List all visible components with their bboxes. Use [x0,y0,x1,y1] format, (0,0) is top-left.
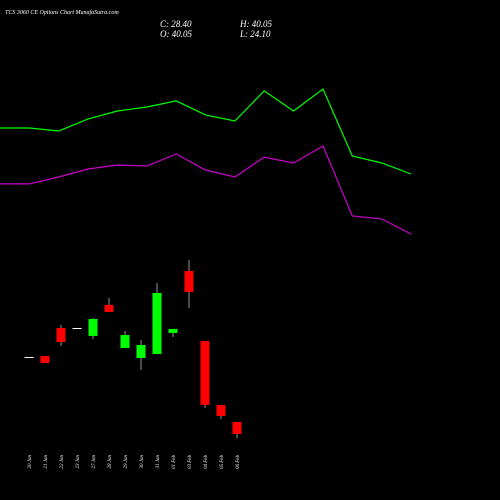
candle-body [56,328,66,343]
x-tick-label: 27 Jan [92,455,97,469]
candle-body [168,328,178,333]
x-tick-label: 21 Jan [44,455,49,469]
candle-body [136,345,146,358]
x-tick-label: 29 Jan [124,455,129,469]
x-tick-label: 01 Feb [172,455,177,470]
chart-title: TCS 3060 CE Options Chart MunafaSutra.co… [5,9,119,16]
x-tick-label: 06 Feb [236,455,241,470]
x-tick-label: 31 Jan [156,455,161,469]
candle-body [72,328,82,330]
x-tick-label: 03 Feb [188,455,193,470]
candle-body [232,421,242,434]
high-label: H: 40.05 [239,19,272,29]
candle-body [200,340,210,405]
candle-body [88,318,98,336]
candle-body [40,356,50,364]
close-label: C: 28.40 [160,19,192,29]
candle-body [24,356,34,358]
candle-body [216,404,226,416]
x-tick-label: 28 Jan [108,455,113,469]
candle-body [104,304,114,312]
low-label: L: 24.10 [239,29,271,39]
x-tick-label: 05 Feb [220,455,225,470]
line-series [0,88,412,175]
x-tick-label: 20 Jan [28,455,33,469]
candle-body [152,292,162,354]
candle-body [120,335,130,348]
x-tick-label: 30 Jan [140,455,145,469]
line-series [0,145,412,235]
x-tick-label: 22 Jan [60,455,65,469]
open-label: O: 40.05 [160,29,192,39]
x-tick-label: 23 Jan [76,455,81,469]
candle-body [184,270,194,292]
x-tick-label: 04 Feb [204,455,209,470]
